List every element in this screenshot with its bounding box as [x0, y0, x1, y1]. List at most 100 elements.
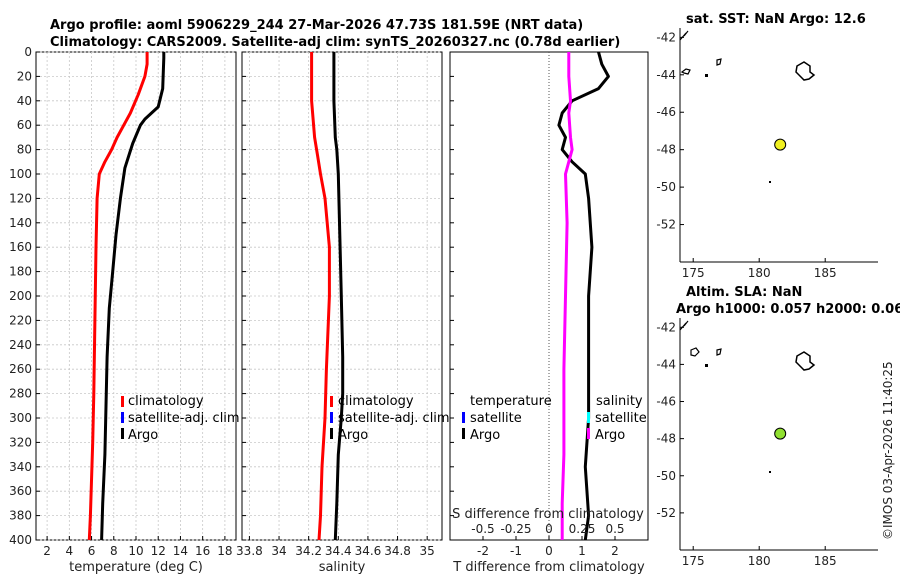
map-y-tick-label: -50 — [656, 180, 676, 194]
legend-climatology-swatch — [121, 396, 124, 407]
legend-temperature-argo: Argo — [470, 428, 500, 443]
t-difference-xlabel: T difference from climatology — [452, 560, 645, 575]
series-line-climatology — [310, 52, 331, 541]
salinity-xlabel: salinity — [319, 560, 366, 575]
map-y-tick-label: -50 — [656, 469, 676, 483]
map-y-tick-label: -42 — [656, 320, 676, 334]
x-tick-label: 2 — [611, 544, 619, 558]
salinity-series — [310, 52, 345, 541]
legend-argo: Argo — [338, 428, 368, 443]
s-difference-xlabel: S difference from climatology — [452, 507, 644, 522]
y-tick-label: 180 — [9, 265, 32, 279]
difference-panel: -2 -1 0 1 2 -0.5 -0.25 0 0.25 0.5 S difference fr… — [449, 51, 649, 575]
x-top-tick-label: 0.5 — [605, 522, 624, 536]
map-x-tick-label: 180 — [748, 266, 771, 280]
x-top-tick-label: 0 — [545, 522, 553, 536]
legend-climatology: climatology — [128, 394, 204, 409]
y-tick-label: 260 — [9, 362, 32, 376]
legend-temperature-satellite: satellite — [470, 411, 522, 426]
y-tick-label: 200 — [9, 289, 32, 303]
legend-temperature-heading: temperature — [470, 394, 552, 409]
salinity-panel: 33.8 34 34.2 34.4 34.6 34.8 35 salinity climat… — [236, 51, 450, 575]
x-tick-label: 8 — [110, 544, 118, 558]
x-tick-label: 34.8 — [384, 544, 411, 558]
salinity-legend: climatology satellite-adj. clim Argo — [330, 394, 450, 443]
legend-satellite-swatch — [330, 412, 333, 423]
legend-climatology-swatch — [330, 396, 333, 407]
temperature-xlabel: temperature (deg C) — [69, 560, 203, 575]
figure-title-line1: Argo profile: aoml 5906229_244 27-Mar-20… — [50, 18, 583, 33]
difference-legend-salinity: salinity satellite Argo — [587, 394, 647, 443]
sst-points — [774, 138, 787, 151]
x-tick-label: 4 — [66, 544, 74, 558]
y-tick-label: 240 — [9, 338, 32, 352]
y-tick-label: 140 — [9, 216, 32, 230]
map-y-tick-label: -46 — [656, 395, 676, 409]
sla-map-title-line1: Altim. SLA: NaN — [686, 285, 802, 300]
sst-map-title: sat. SST: NaN Argo: 12.6 — [686, 12, 866, 27]
series-line-argo — [332, 52, 345, 541]
x-tick-label: 34.4 — [325, 544, 352, 558]
x-tick-label: 6 — [88, 544, 96, 558]
legend-satellite-adj-clim: satellite-adj. clim — [128, 411, 240, 426]
x-tick-label: -2 — [477, 544, 489, 558]
x-tick-label: 34.6 — [355, 544, 382, 558]
argo-location-marker — [774, 427, 787, 440]
y-tick-label: 20 — [17, 69, 32, 83]
y-tick-label: 340 — [9, 460, 32, 474]
difference-ticks: -2 -1 0 1 2 -0.5 -0.25 0 0.25 0.5 — [450, 51, 625, 558]
temperature-legend: climatology satellite-adj. clim Argo — [121, 394, 240, 443]
map-y-tick-label: -44 — [656, 68, 676, 82]
legend-satellite-adj-clim: satellite-adj. clim — [338, 411, 450, 426]
legend-satellite-swatch — [121, 412, 124, 423]
sst-map-ticks: 175 180 185 -42 -44 -46 -48 -50 -52 — [656, 30, 836, 280]
x-tick-label: 1 — [578, 544, 586, 558]
map-y-tick-label: -46 — [656, 105, 676, 119]
y-tick-label: 40 — [17, 94, 32, 108]
map-x-tick-label: 175 — [682, 266, 705, 280]
sst-coastlines — [679, 30, 816, 183]
x-tick-label: 2 — [43, 544, 51, 558]
map-y-tick-label: -42 — [656, 30, 676, 44]
x-top-tick-label: 0.25 — [569, 522, 596, 536]
sst-map-panel: sat. SST: NaN Argo: 12.6 175 180 185 -42 -44… — [656, 12, 878, 280]
map-y-tick-label: -48 — [656, 432, 676, 446]
series-line-climatology — [87, 52, 149, 541]
y-tick-label: 360 — [9, 484, 32, 498]
legend-argo-swatch — [330, 428, 333, 439]
temperature-series — [87, 52, 166, 541]
y-tick-label: 100 — [9, 167, 32, 181]
legend-argo: Argo — [128, 428, 158, 443]
x-tick-label: 12 — [151, 544, 166, 558]
x-tick-label: 10 — [128, 544, 143, 558]
sla-map-title-line2: Argo h1000: 0.057 h2000: 0.065 — [676, 302, 900, 317]
x-top-tick-label: -0.25 — [500, 522, 531, 536]
timestamp: ©IMOS 03-Apr-2026 11:40:25 — [881, 361, 895, 540]
x-top-tick-label: -0.5 — [471, 522, 494, 536]
figure-title-line2: Climatology: CARS2009. Satellite-adj cli… — [50, 35, 620, 50]
temperature-panel: 2 4 6 8 10 12 14 16 1802040608010012014016018020… — [9, 45, 240, 575]
argo-location-marker — [774, 138, 787, 151]
legend-salinity-argo-swatch — [587, 428, 590, 439]
sla-coastlines — [679, 320, 816, 473]
sla-map-panel: Altim. SLA: NaN Argo h1000: 0.057 h2000:… — [656, 285, 900, 568]
y-tick-label: 120 — [9, 191, 32, 205]
map-y-tick-label: -48 — [656, 143, 676, 157]
salinity-ticks: 33.8 34 34.2 34.4 34.6 34.8 35 — [236, 51, 435, 558]
difference-legend-temperature: temperature satellite Argo — [462, 394, 552, 443]
y-tick-label: 400 — [9, 533, 32, 547]
x-tick-label: 16 — [195, 544, 210, 558]
y-tick-label: 80 — [17, 143, 32, 157]
map-x-tick-label: 185 — [814, 266, 837, 280]
legend-salinity-satellite: satellite — [595, 411, 647, 426]
temperature-ticks: 2 4 6 8 10 12 14 16 1802040608010012014016018020… — [9, 45, 232, 558]
y-tick-label: 60 — [17, 118, 32, 132]
x-tick-label: -1 — [510, 544, 522, 558]
legend-climatology: climatology — [338, 394, 414, 409]
map-y-tick-label: -52 — [656, 218, 676, 232]
map-x-tick-label: 185 — [814, 554, 837, 568]
x-tick-label: 34 — [271, 544, 286, 558]
series-line-argo — [100, 52, 166, 541]
y-tick-label: 220 — [9, 313, 32, 327]
